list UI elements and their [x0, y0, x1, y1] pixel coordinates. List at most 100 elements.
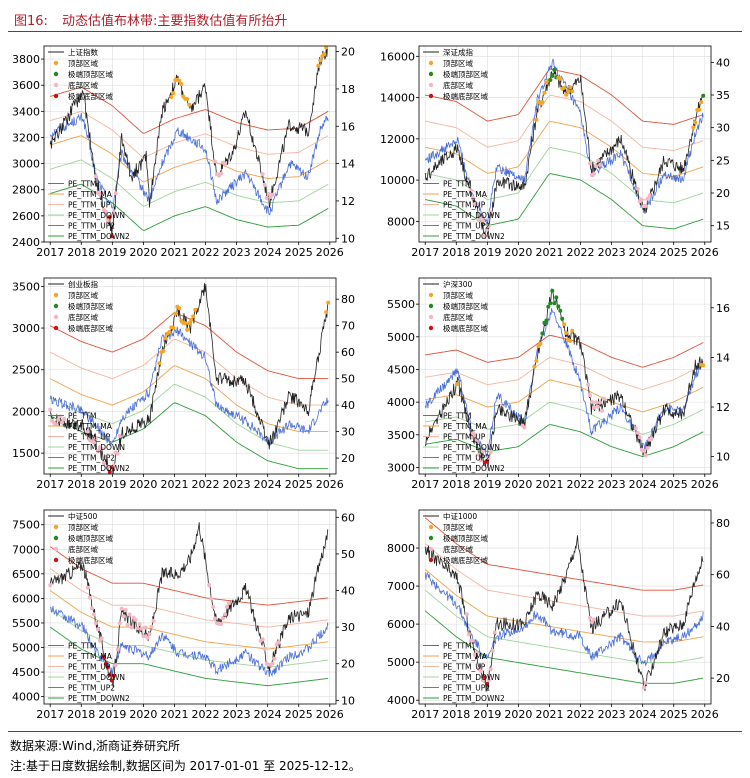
- top-zone-marker: [189, 318, 194, 322]
- extreme-top-zone-marker: [701, 93, 706, 98]
- legend-label: PE_TTM_DOWN2: [443, 232, 505, 241]
- pe-ttm-down-line: [425, 401, 704, 435]
- legend-swatch: [53, 292, 59, 298]
- top-zone-marker: [177, 306, 182, 311]
- left-tick-label: 8000: [387, 215, 415, 228]
- bottom-zone-marker: [645, 196, 650, 201]
- x-tick-label: 2021: [160, 478, 188, 491]
- bottom-zone-marker: [93, 174, 98, 179]
- bottom-zone-marker: [480, 219, 485, 224]
- x-tick-label: 2020: [129, 708, 157, 721]
- legend-label: PE_TTM_DOWN2: [68, 232, 130, 241]
- left-tick-label: 3200: [12, 131, 40, 144]
- bottom-zone-marker: [592, 405, 596, 410]
- bottom-zone-marker: [226, 601, 231, 606]
- pe-ttm-up2-line: [424, 517, 704, 591]
- right-tick-label: 16: [341, 120, 355, 133]
- extreme-top-zone-marker: [548, 78, 553, 82]
- bottom-zone-marker: [262, 183, 267, 187]
- zone-markers: [464, 612, 648, 690]
- figure-title: 图16: 动态估值布林带:主要指数估值有所抬升: [14, 10, 287, 29]
- bottom-zone-marker: [468, 435, 473, 440]
- legend-label: PE_TTM_UP2: [443, 454, 490, 463]
- top-zone-marker: [699, 100, 704, 105]
- left-tick-label: 3400: [12, 105, 40, 118]
- left-tick-label: 16000: [380, 50, 415, 63]
- legend-label: 底部区域: [443, 312, 473, 322]
- pe-ttm-line: [424, 571, 704, 667]
- extreme-bottom-zone-marker: [107, 469, 112, 474]
- bottom-zone-marker: [85, 585, 90, 590]
- bottom-zone-marker: [588, 393, 592, 398]
- legend-label: PE_TTM: [68, 180, 97, 189]
- left-tick-label: 3600: [12, 79, 40, 92]
- legend-label: 顶部区域: [68, 290, 98, 300]
- right-tick-label: 60: [341, 511, 355, 524]
- legend-label: PE_TTM_MA: [68, 422, 113, 431]
- legend-label: 底部区域: [443, 544, 473, 554]
- x-tick-label: 2024: [629, 246, 657, 259]
- plot-area: [48, 522, 329, 687]
- left-tick-label: 10000: [380, 174, 415, 187]
- legend-label: PE_TTM_UP2: [68, 684, 115, 693]
- chart-csi1000: 2017 2018 2019 2020 2021 2022 2023 2024 2025 2026…: [387, 509, 730, 721]
- bottom-zone-marker: [480, 678, 485, 683]
- extreme-bottom-zone-marker: [482, 675, 487, 680]
- left-tick-label: 4000: [387, 694, 415, 707]
- bottom-zone-marker: [586, 382, 591, 387]
- plot-area: [424, 517, 704, 692]
- legend-label: PE_TTM_UP2: [443, 222, 490, 231]
- legend-label: PE_TTM_DOWN: [443, 443, 500, 452]
- bottom-zone-marker: [56, 417, 61, 422]
- bottom-zone-marker: [48, 407, 53, 412]
- bottom-zone-marker: [272, 656, 277, 661]
- x-tick-label: 2025: [285, 246, 313, 259]
- bottom-zone-marker: [117, 621, 122, 626]
- x-tick-label: 2022: [192, 478, 220, 491]
- plot-area: [49, 46, 329, 239]
- pe-ttm-down-line: [50, 159, 329, 207]
- extreme-top-zone-marker: [550, 73, 555, 78]
- bottom-zone-marker: [486, 224, 491, 229]
- x-tick-label: 2022: [567, 246, 595, 259]
- x-tick-label: 2019: [98, 246, 126, 259]
- x-tick-label: 2026: [691, 478, 719, 491]
- bottom-zone-marker: [209, 596, 214, 601]
- bottom-zone-marker: [649, 436, 654, 441]
- top-zone-marker: [564, 92, 569, 97]
- legend-label: 极端顶部区域: [443, 533, 488, 543]
- left-tick-label: 7000: [12, 543, 40, 556]
- legend-swatch: [428, 292, 434, 298]
- bottom-zone-marker: [125, 622, 130, 627]
- top-zone-marker: [177, 78, 182, 83]
- pe-ttm-down-line: [424, 589, 704, 664]
- bottom-zone-marker: [474, 202, 479, 207]
- x-tick-label: 2024: [629, 478, 657, 491]
- top-zone-marker: [562, 322, 567, 327]
- extreme-bottom-zone-marker: [109, 678, 114, 683]
- x-tick-label: 2021: [535, 708, 563, 721]
- legend-label: 顶部区域: [443, 522, 473, 532]
- bottom-zone-marker: [105, 464, 110, 469]
- plot-frame: [418, 45, 712, 243]
- legend-label: 顶部区域: [443, 290, 473, 300]
- bottom-zone-marker: [93, 621, 98, 626]
- left-tick-label: 3000: [12, 158, 40, 171]
- top-zone-marker: [693, 120, 698, 125]
- bottom-zone-marker: [276, 640, 281, 645]
- top-zone-marker: [534, 117, 539, 122]
- plot-frame: [418, 277, 712, 475]
- bottom-zone-marker: [478, 668, 483, 673]
- legend-label: PE_TTM_MA: [68, 652, 113, 661]
- top-zone-marker: [562, 85, 567, 90]
- right-tick-label: 50: [341, 548, 355, 561]
- x-tick-label: 2019: [473, 246, 501, 259]
- bottom-zone-marker: [478, 458, 483, 463]
- legend-label: 极端顶部区域: [68, 533, 113, 543]
- legend-swatch: [53, 93, 59, 99]
- footnote: 注:基于日度数据绘制,数据区间为 2017-01-01 至 2025-12-12…: [10, 759, 361, 773]
- extreme-top-zone-marker: [556, 304, 561, 309]
